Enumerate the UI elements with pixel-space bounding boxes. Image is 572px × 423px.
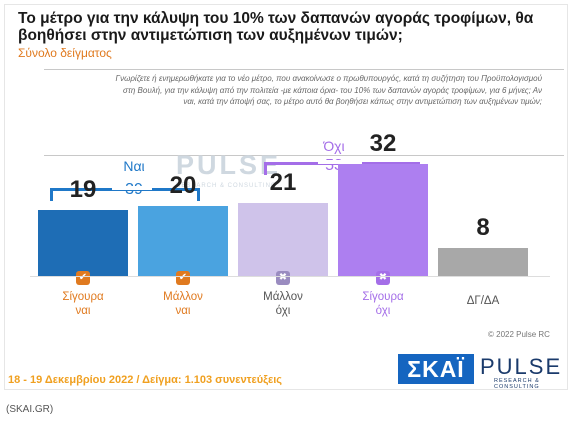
skai-logo: ΣΚΑΪ [398, 354, 474, 384]
divider-top [44, 69, 564, 70]
question-text: Γνωρίζετε ή ενημερωθήκατε για το νέο μέτ… [115, 74, 542, 106]
source: (SKAI.GR) [6, 404, 54, 415]
bar-0 [38, 209, 128, 276]
subtitle: Σύνολο δείγματος [18, 46, 112, 60]
bracket-gap-no [318, 160, 362, 164]
category-label-1: Μάλλον ναι [138, 290, 228, 318]
bar-value-2: 21 [269, 168, 297, 196]
category-label-line1: Μάλλον [163, 291, 203, 303]
category-label-4: ΔΓ/ΔΑ [438, 294, 528, 308]
divider-bottom [44, 155, 564, 156]
category-label-line2: ναι [75, 305, 91, 317]
page-title: Το μέτρο για την κάλυψη του 10% των δαπα… [18, 10, 534, 44]
footer-date: 18 - 19 Δεκεμβρίου 2022 / Δείγμα: 1.103 … [8, 374, 282, 386]
category-label-2: Μάλλον όχι [238, 290, 328, 318]
pulse-logo-sub: RESEARCH & CONSULTING [494, 378, 540, 390]
group-label-no: Όχι [323, 138, 345, 154]
category-label-line2: όχι [375, 305, 391, 317]
bar-4 [438, 248, 528, 276]
category-label-line1: Σίγουρα [62, 291, 104, 303]
bar-2 [238, 202, 328, 276]
pulse-logo: PULSE [480, 354, 563, 379]
bracket-gap-yes [112, 186, 152, 190]
bar-1 [138, 206, 228, 276]
category-label-line2: ναι [175, 305, 191, 317]
category-label-line1: Σίγουρα [362, 291, 404, 303]
bar-value-0: 19 [69, 175, 97, 203]
bar-value-1: 20 [169, 172, 197, 199]
category-label-line1: Μάλλον [263, 291, 303, 303]
thumbs-up-icon: ✔ [176, 271, 190, 285]
watermark: PULSE [176, 150, 282, 180]
category-label-line2: όχι [275, 305, 291, 317]
thumbs-up-double-icon: ✔ [76, 271, 90, 285]
thumbs-down-double-icon: ✖ [376, 271, 390, 285]
category-label-line1: ΔΓ/ΔΑ [466, 295, 500, 307]
copyright: © 2022 Pulse RC [488, 330, 550, 339]
category-label-0: Σίγουρα ναι [38, 290, 128, 318]
watermark-sub: RESEARCH & CONSULTING [176, 183, 277, 189]
bar-value-3: 32 [369, 130, 397, 157]
bar-value-4: 8 [476, 214, 490, 241]
thumbs-down-icon: ✖ [276, 271, 290, 285]
category-label-3: Σίγουρα όχι [338, 290, 428, 318]
group-label-yes: Ναι [123, 158, 145, 174]
bar-3 [338, 164, 428, 276]
chart-baseline [30, 276, 550, 277]
chart-card [4, 4, 568, 390]
